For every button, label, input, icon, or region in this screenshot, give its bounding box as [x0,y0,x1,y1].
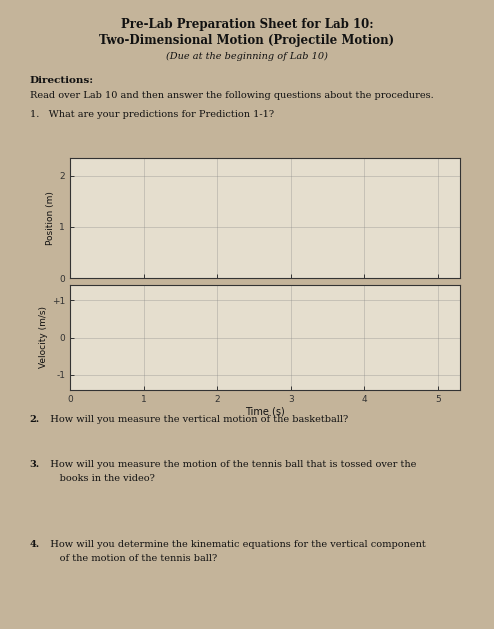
Y-axis label: Velocity (m/s): Velocity (m/s) [39,306,48,369]
Text: Pre-Lab Preparation Sheet for Lab 10:: Pre-Lab Preparation Sheet for Lab 10: [121,18,373,31]
Text: 1.   What are your predictions for Prediction 1-1?: 1. What are your predictions for Predict… [30,110,274,119]
Text: How will you determine the kinematic equations for the vertical component: How will you determine the kinematic equ… [44,540,426,549]
Text: 2.: 2. [30,415,40,424]
Text: How will you measure the vertical motion of the basketball?: How will you measure the vertical motion… [44,415,349,424]
Text: (Due at the beginning of Lab 10): (Due at the beginning of Lab 10) [166,52,328,61]
Y-axis label: Position (m): Position (m) [46,191,55,245]
Text: How will you measure the motion of the tennis ball that is tossed over the: How will you measure the motion of the t… [44,460,417,469]
Text: books in the video?: books in the video? [44,474,155,483]
X-axis label: Time (s): Time (s) [245,406,285,416]
Text: 3.: 3. [30,460,40,469]
Text: 4.: 4. [30,540,40,549]
Text: Read over Lab 10 and then answer the following questions about the procedures.: Read over Lab 10 and then answer the fol… [30,91,433,100]
Text: of the motion of the tennis ball?: of the motion of the tennis ball? [44,554,218,563]
Text: Directions:: Directions: [30,76,94,85]
Text: Two-Dimensional Motion (Projectile Motion): Two-Dimensional Motion (Projectile Motio… [99,34,395,47]
